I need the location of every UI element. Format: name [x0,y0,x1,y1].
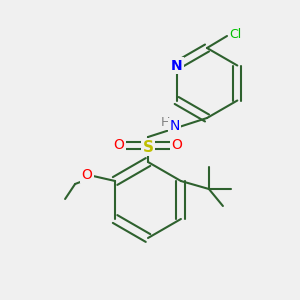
Text: N: N [171,58,182,73]
Text: N: N [169,119,180,134]
Text: S: S [142,140,154,154]
Text: Cl: Cl [229,28,241,40]
Text: O: O [114,138,124,152]
Text: O: O [82,168,92,182]
Text: H: H [161,116,170,129]
Text: O: O [172,138,182,152]
